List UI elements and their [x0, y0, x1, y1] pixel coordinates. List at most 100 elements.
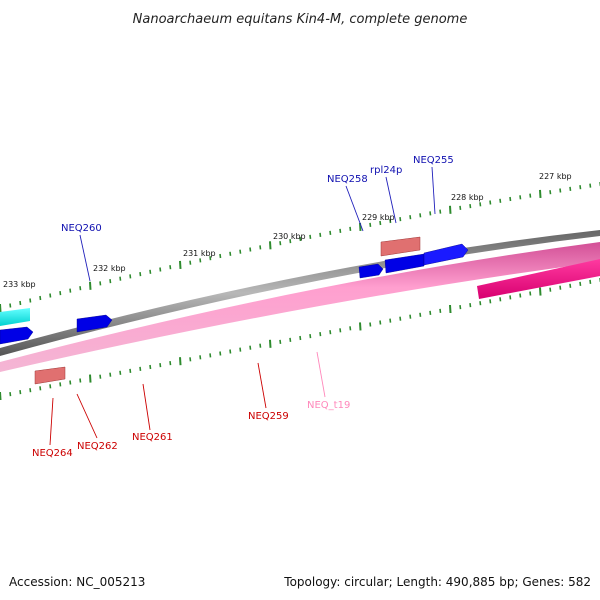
label-neq255[interactable]: NEQ255: [413, 155, 454, 166]
outer-major-tick: [539, 189, 542, 198]
inner-minor-tick: [319, 332, 322, 337]
inner-minor-tick: [419, 312, 422, 317]
outer-minor-tick: [459, 205, 462, 210]
outer-minor-tick: [439, 209, 442, 214]
reverse-gene-labels: NEQ264 NEQ262 NEQ261 NEQ259 NEQ_t19: [32, 351, 350, 459]
inner-major-tick: [449, 304, 452, 314]
kbp-label-231: 231 kbp: [183, 249, 216, 258]
inner-minor-tick: [499, 297, 502, 302]
inner-minor-tick: [129, 368, 132, 373]
outer-minor-tick: [19, 300, 22, 306]
kbp-label-227: 227 kbp: [539, 172, 572, 181]
outer-tick-ring: [0, 182, 600, 313]
rna-gene-rpl24p-region[interactable]: [380, 236, 421, 257]
outer-major-tick: [89, 281, 92, 290]
outer-minor-tick: [509, 196, 512, 202]
outer-minor-tick: [489, 200, 492, 205]
gc-content-band: [0, 242, 600, 372]
label-neq258[interactable]: NEQ258: [327, 174, 368, 185]
kbp-label-233: 233 kbp: [3, 280, 36, 289]
outer-minor-tick: [249, 247, 252, 252]
rna-gene-neq264[interactable]: [34, 366, 66, 385]
inner-minor-tick: [99, 374, 102, 379]
gene-magenta-highlight[interactable]: [477, 259, 600, 299]
outer-minor-tick: [49, 293, 52, 298]
outer-minor-tick: [189, 260, 192, 265]
gene-neq255-arrow[interactable]: [423, 243, 469, 266]
outer-minor-tick: [29, 298, 32, 303]
label-rpl24p[interactable]: rpl24p: [370, 165, 402, 176]
outer-minor-tick: [239, 249, 242, 254]
outer-minor-tick: [209, 256, 212, 261]
outer-minor-tick: [219, 253, 222, 259]
outer-minor-tick: [319, 232, 322, 237]
label-neq260[interactable]: NEQ260: [61, 223, 102, 234]
inner-minor-tick: [239, 347, 242, 352]
genome-backbone: [0, 230, 600, 356]
inner-minor-tick: [579, 281, 582, 286]
outer-minor-tick: [199, 258, 202, 263]
gene-rpl24p-arrow[interactable]: [384, 253, 425, 274]
forward-genes: [0, 243, 469, 345]
outer-minor-tick: [309, 234, 312, 239]
gene-neq258-arrow[interactable]: [358, 263, 384, 279]
label-neq264[interactable]: NEQ264: [32, 448, 73, 459]
label-neq-t19[interactable]: NEQ_t19: [307, 400, 350, 411]
outer-minor-tick: [409, 215, 412, 220]
inner-minor-tick: [39, 386, 42, 391]
forward-gene-labels: NEQ258 rpl24p NEQ255 NEQ260: [61, 155, 454, 282]
inner-minor-tick: [159, 363, 162, 368]
outer-minor-tick: [529, 193, 532, 198]
inner-minor-tick: [309, 334, 312, 339]
leader-neq259: [257, 362, 267, 409]
inner-minor-tick: [299, 335, 302, 341]
outer-minor-tick: [499, 198, 502, 203]
outer-minor-tick: [39, 295, 42, 301]
outer-major-tick: [179, 260, 182, 269]
kbp-label-229: 229 kbp: [362, 213, 395, 222]
inner-minor-tick: [489, 299, 492, 304]
outer-minor-tick: [279, 241, 282, 246]
outer-major-tick: [269, 241, 272, 250]
outer-minor-tick: [99, 281, 102, 286]
inner-minor-tick: [569, 283, 572, 288]
leader-neq258: [345, 185, 364, 232]
accession-text: Accession: NC_005213: [9, 575, 145, 589]
inner-minor-tick: [509, 295, 512, 300]
leader-neq261: [142, 383, 151, 431]
kbp-label-230: 230 kbp: [273, 232, 306, 241]
inner-minor-tick: [289, 337, 292, 342]
inner-minor-tick: [339, 328, 342, 333]
kbp-label-232: 232 kbp: [93, 264, 126, 273]
inner-minor-tick: [209, 353, 212, 358]
inner-minor-tick: [219, 351, 222, 356]
outer-major-tick: [449, 205, 452, 214]
outer-minor-tick: [329, 230, 332, 235]
outer-minor-tick: [299, 236, 302, 242]
outer-minor-tick: [69, 288, 72, 293]
outer-minor-tick: [59, 291, 62, 296]
outer-minor-tick: [549, 190, 552, 195]
gene-neq260-arrow[interactable]: [76, 314, 113, 333]
label-neq259[interactable]: NEQ259: [248, 411, 289, 422]
inner-major-tick: [179, 357, 182, 366]
inner-minor-tick: [349, 326, 352, 331]
outer-minor-tick: [349, 226, 352, 231]
outer-minor-tick: [469, 204, 472, 209]
kbp-labels: 227 kbp 228 kbp 229 kbp 230 kbp 231 kbp …: [3, 172, 572, 289]
inner-minor-tick: [479, 301, 482, 306]
outer-minor-tick: [479, 202, 482, 207]
inner-major-tick: [0, 391, 2, 401]
gene-left-arrow[interactable]: [0, 326, 34, 345]
inner-minor-tick: [69, 380, 72, 385]
outer-minor-tick: [579, 185, 582, 190]
inner-minor-tick: [409, 314, 412, 319]
leader-rpl24p: [385, 176, 397, 224]
inner-minor-tick: [439, 308, 442, 313]
gene-cyan-highlight[interactable]: [0, 308, 30, 326]
inner-minor-tick: [19, 390, 22, 395]
inner-major-tick: [89, 374, 92, 383]
inner-minor-tick: [369, 322, 372, 327]
label-neq262[interactable]: NEQ262: [77, 441, 118, 452]
label-neq261[interactable]: NEQ261: [132, 432, 173, 443]
